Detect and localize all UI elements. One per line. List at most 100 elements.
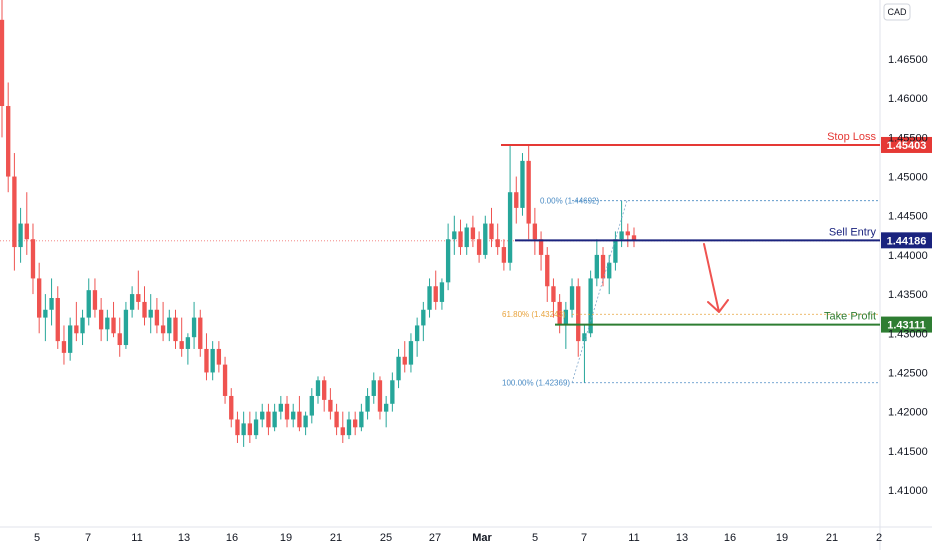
candle xyxy=(445,223,451,291)
candle-body xyxy=(631,235,637,241)
stop-loss-price-text: 1.45403 xyxy=(887,140,927,152)
candle xyxy=(179,317,184,357)
candle-body xyxy=(105,317,110,330)
candle xyxy=(582,325,587,383)
candle-body xyxy=(315,380,321,396)
x-tick-label: 27 xyxy=(429,532,441,544)
candle xyxy=(210,341,215,381)
y-tick-label: 1.42000 xyxy=(888,407,928,419)
candle xyxy=(526,145,531,240)
candle xyxy=(545,247,550,302)
candle-body xyxy=(6,106,11,177)
candle-body xyxy=(67,325,73,353)
candle xyxy=(266,403,271,436)
currency-badge-box xyxy=(883,3,911,21)
sell-entry-price-tag xyxy=(881,232,932,249)
candle-body xyxy=(222,364,228,396)
candle-body xyxy=(582,333,587,342)
candle xyxy=(452,215,457,255)
candle-body xyxy=(625,231,630,236)
candle xyxy=(607,254,612,295)
x-tick-label: 5 xyxy=(532,532,538,544)
sell-entry-label: Sell Entry xyxy=(829,226,877,238)
candle-body xyxy=(229,395,234,420)
candle-body xyxy=(204,348,209,373)
candle xyxy=(594,239,599,287)
x-tick-label: 13 xyxy=(178,532,190,544)
candle xyxy=(315,376,321,404)
candle-body xyxy=(340,427,345,436)
y-tick-label: 1.41500 xyxy=(888,446,928,458)
candle xyxy=(260,403,265,428)
candle xyxy=(532,207,538,255)
candle xyxy=(390,372,395,412)
candle xyxy=(173,309,178,349)
candle-body xyxy=(191,317,197,338)
candle xyxy=(625,223,630,248)
candle-body xyxy=(551,286,556,302)
candle-body xyxy=(266,411,271,428)
candle xyxy=(600,247,606,287)
candle xyxy=(402,341,407,373)
candle xyxy=(222,356,228,404)
candle-body xyxy=(619,231,624,240)
candle-body xyxy=(80,317,85,334)
candle-body xyxy=(557,301,562,326)
candle-body xyxy=(167,317,172,334)
candle xyxy=(359,403,364,432)
candle xyxy=(136,270,141,310)
candle xyxy=(30,223,36,295)
x-tick-label: 13 xyxy=(676,532,688,544)
candle-body xyxy=(458,231,463,248)
candle xyxy=(191,301,197,349)
candle-body xyxy=(476,239,482,255)
currency-badge: CAD xyxy=(887,7,907,17)
fib-level-100-label: 100.00% (1.42369) xyxy=(502,379,570,388)
candle-body xyxy=(98,309,104,330)
candle-body xyxy=(291,411,296,420)
candle-body xyxy=(18,223,23,248)
candle xyxy=(396,348,401,389)
candle xyxy=(340,411,345,443)
candle-body xyxy=(297,411,302,428)
candle xyxy=(142,286,147,326)
candle-body xyxy=(594,254,599,279)
candle-body xyxy=(353,419,358,428)
candle-body xyxy=(148,309,153,318)
candle-body xyxy=(607,262,612,279)
take-profit-label: Take Profit xyxy=(824,311,876,323)
take-profit-price-tag xyxy=(881,316,932,333)
candle xyxy=(588,270,593,338)
candle xyxy=(383,395,389,428)
candle-body xyxy=(514,192,519,208)
x-tick-label: Mar xyxy=(472,532,492,544)
candle xyxy=(538,231,544,271)
candle-body xyxy=(117,333,122,346)
y-tick-label: 1.44000 xyxy=(888,250,928,262)
down-arrow-annotation xyxy=(703,243,729,313)
sell-entry-price-text: 1.44186 xyxy=(887,235,927,247)
candle xyxy=(61,325,67,365)
candle-body xyxy=(334,411,339,428)
y-tick-label: 1.45500 xyxy=(888,132,928,144)
candle-body xyxy=(520,160,525,208)
candle xyxy=(284,395,290,428)
candle-body xyxy=(532,223,538,240)
candle-body xyxy=(247,423,253,436)
x-tick-label: 19 xyxy=(280,532,292,544)
candle xyxy=(24,192,29,255)
candle xyxy=(86,278,91,326)
candle-body xyxy=(241,423,246,436)
candle xyxy=(154,298,160,334)
candle-body xyxy=(613,239,618,263)
candle-body xyxy=(92,290,98,310)
candle-body xyxy=(452,231,457,240)
x-tick-label: 11 xyxy=(131,532,142,544)
candle-body xyxy=(365,395,370,412)
candle-body xyxy=(30,239,36,279)
y-tick-label: 1.44500 xyxy=(888,211,928,223)
x-tick-label: 2 xyxy=(876,532,882,544)
candle xyxy=(216,341,222,373)
fib-level-618-label: 61.80% (1.43243) xyxy=(502,310,566,319)
